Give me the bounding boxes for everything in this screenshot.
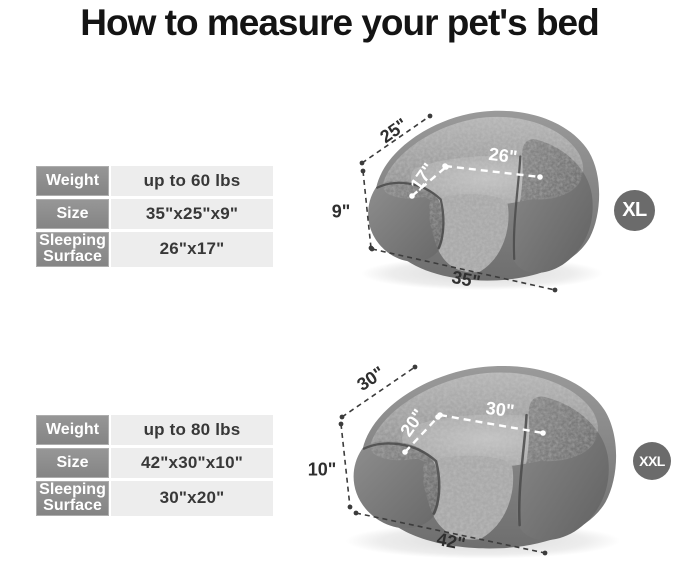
table-row: Size 42"x30"x10" xyxy=(36,448,273,478)
xxl-weight-value: up to 80 lbs xyxy=(111,415,273,445)
xl-size-value: 35"x25"x9" xyxy=(111,199,273,229)
xl-sleeping-surface-label: Sleeping Surface xyxy=(36,232,109,267)
xl-size-badge: XL xyxy=(614,190,655,231)
table-row: Sleeping Surface 30"x20" xyxy=(36,481,273,516)
xxl-height-label: 10" xyxy=(307,459,337,480)
xl-spec-table: Weight up to 60 lbs Size 35"x25"x9" Slee… xyxy=(36,166,273,267)
table-row: Weight up to 60 lbs xyxy=(36,166,273,196)
xxl-size-label: Size xyxy=(36,448,109,478)
xl-weight-value: up to 60 lbs xyxy=(111,166,273,196)
xxl-size-badge: XXL xyxy=(633,442,671,480)
table-row: Weight up to 80 lbs xyxy=(36,415,273,445)
xl-size-label: Size xyxy=(36,199,109,229)
xxl-size-value: 42"x30"x10" xyxy=(111,448,273,478)
xxl-spec-table: Weight up to 80 lbs Size 42"x30"x10" Sle… xyxy=(36,415,273,516)
xxl-sleeping-surface-label: Sleeping Surface xyxy=(36,481,109,516)
xxl-sleep-length-label: 30" xyxy=(484,397,516,422)
page-title: How to measure your pet's bed xyxy=(80,2,599,43)
xl-weight-label: Weight xyxy=(36,166,109,196)
xxl-sleeping-surface-value: 30"x20" xyxy=(111,481,273,516)
table-row: Sleeping Surface 26"x17" xyxy=(36,232,273,267)
xxl-weight-label: Weight xyxy=(36,415,109,445)
table-row: Size 35"x25"x9" xyxy=(36,199,273,229)
xl-sleep-length-label: 26" xyxy=(487,143,519,168)
xl-sleeping-surface-value: 26"x17" xyxy=(111,232,273,267)
xl-height-label: 9" xyxy=(331,201,351,222)
